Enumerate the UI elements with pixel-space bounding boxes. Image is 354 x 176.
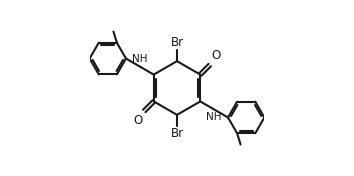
Text: Br: Br <box>170 36 184 49</box>
Text: O: O <box>211 49 221 62</box>
Text: NH: NH <box>206 112 222 122</box>
Text: NH: NH <box>132 54 148 64</box>
Text: Br: Br <box>170 127 184 140</box>
Text: O: O <box>133 114 143 127</box>
